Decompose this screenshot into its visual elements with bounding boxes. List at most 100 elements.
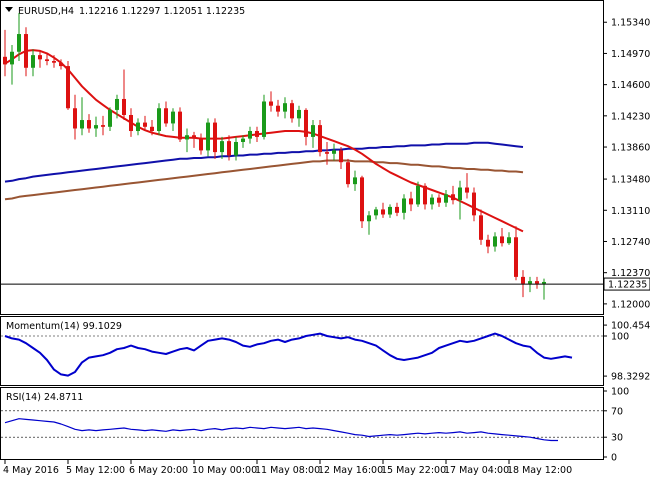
candle-bear xyxy=(535,281,539,284)
candle-bear xyxy=(59,62,63,67)
last-price-label: 1.12235 xyxy=(608,280,647,291)
candle-bear xyxy=(101,125,105,127)
momentum-tick-label: 100 xyxy=(611,332,629,343)
candle-bull xyxy=(367,215,371,222)
last-price-line: 1.12235 xyxy=(1,277,650,291)
momentum-series xyxy=(4,332,573,377)
candle-bull xyxy=(10,51,14,65)
candle-bear xyxy=(451,194,455,201)
rsi-tick-label: 0 xyxy=(611,453,617,464)
momentum-tick-label: 98.3292 xyxy=(611,372,650,383)
time-tick-label: 4 May 2016 xyxy=(3,465,59,476)
candle-bear xyxy=(304,109,308,137)
candle-bear xyxy=(227,141,231,156)
candle-bull xyxy=(507,237,511,244)
time-tick-label: 12 May 16:00 xyxy=(318,465,383,476)
candle-bull xyxy=(402,198,406,213)
momentum-panel-frame xyxy=(0,316,604,386)
candle-bear xyxy=(360,177,364,222)
time-tick-label: 17 May 04:00 xyxy=(444,465,509,476)
moving-averages xyxy=(4,49,524,233)
candle-bear xyxy=(45,59,49,62)
candle-bull xyxy=(388,206,392,215)
candle-bull xyxy=(234,141,238,156)
candle-bear xyxy=(521,276,525,284)
price-tick-label: 1.12000 xyxy=(611,299,650,310)
candle-bear xyxy=(150,126,154,132)
candle-bear xyxy=(381,209,385,215)
rsi-panel-frame xyxy=(0,387,604,460)
candle-bear xyxy=(269,101,273,106)
candle-bear xyxy=(66,66,70,109)
price-panel-frame xyxy=(0,0,604,315)
candle-bear xyxy=(192,135,196,139)
candle-bear xyxy=(122,98,126,115)
candle-bull xyxy=(416,185,420,205)
candle-bull xyxy=(108,109,112,127)
candle-bear xyxy=(255,131,259,137)
time-tick-label: 10 May 00:00 xyxy=(192,465,257,476)
candle-bull xyxy=(31,55,35,68)
candle-bear xyxy=(395,206,399,213)
candle-bear xyxy=(437,197,441,203)
candle-bull xyxy=(444,194,448,203)
time-tick-label: 5 May 12:00 xyxy=(66,465,125,476)
candle-bear xyxy=(143,122,147,127)
sma-mid-line xyxy=(4,141,524,183)
momentum-tick-label: 100.4546 xyxy=(611,321,650,332)
candle-bull xyxy=(311,125,315,137)
rsi-axis: 100 70 30 0 xyxy=(1,387,629,464)
candle-bull xyxy=(374,209,378,216)
candle-bull xyxy=(220,141,224,153)
candle-bear xyxy=(3,56,7,65)
price-tick-label: 1.14600 xyxy=(611,80,650,91)
rsi-title: RSI(14) 24.8711 xyxy=(6,392,83,403)
candle-bear xyxy=(290,103,294,119)
candle-bull xyxy=(115,98,119,110)
candle-bear xyxy=(409,198,413,205)
candle-bull xyxy=(262,101,266,137)
candle-bull xyxy=(283,103,287,112)
candle-bear xyxy=(164,108,168,124)
candle-bear xyxy=(213,122,217,153)
candle-bear xyxy=(73,108,77,129)
price-tick-label: 1.12740 xyxy=(611,237,650,248)
price-tick-label: 1.15340 xyxy=(611,18,650,29)
candle-bull xyxy=(493,236,497,247)
candle-bull xyxy=(185,135,189,140)
candle-bull xyxy=(171,111,175,124)
candle-bull xyxy=(94,125,98,129)
candle-bull xyxy=(332,150,336,154)
candle-bear xyxy=(346,162,350,185)
candle-bear xyxy=(500,236,504,244)
price-tick-label: 1.13110 xyxy=(611,206,650,217)
time-tick-label: 11 May 08:00 xyxy=(255,465,320,476)
candle-bear xyxy=(318,125,322,153)
candle-bull xyxy=(297,109,301,119)
sma-slow-line xyxy=(4,159,524,201)
collapse-triangle-icon[interactable] xyxy=(5,7,13,12)
candle-bear xyxy=(325,152,329,154)
candle-bear xyxy=(52,61,56,63)
chart-ohlc: 1.12216 1.12297 1.12051 1.12235 xyxy=(79,6,245,17)
candle-bear xyxy=(38,55,42,60)
time-tick-label: 18 May 12:00 xyxy=(507,465,572,476)
momentum-line xyxy=(4,332,573,377)
candle-bear xyxy=(276,105,280,112)
price-axis: 1.15340 1.14970 1.14600 1.14230 1.13860 1.134… xyxy=(603,18,650,310)
time-tick-label: 15 May 22:00 xyxy=(381,465,446,476)
candle-bull xyxy=(248,131,252,139)
candle-bull xyxy=(17,34,21,52)
sma-fast-line xyxy=(4,49,524,233)
rsi-series xyxy=(4,418,558,442)
time-tick-label: 6 May 20:00 xyxy=(129,465,188,476)
last-price-tag xyxy=(603,277,650,291)
candle-bear xyxy=(423,185,427,205)
candle-bear xyxy=(24,34,28,68)
chart-symbol: EURUSD,H4 xyxy=(18,6,74,17)
candles xyxy=(3,12,546,300)
candle-bull xyxy=(157,108,161,132)
candle-bear xyxy=(514,237,518,277)
